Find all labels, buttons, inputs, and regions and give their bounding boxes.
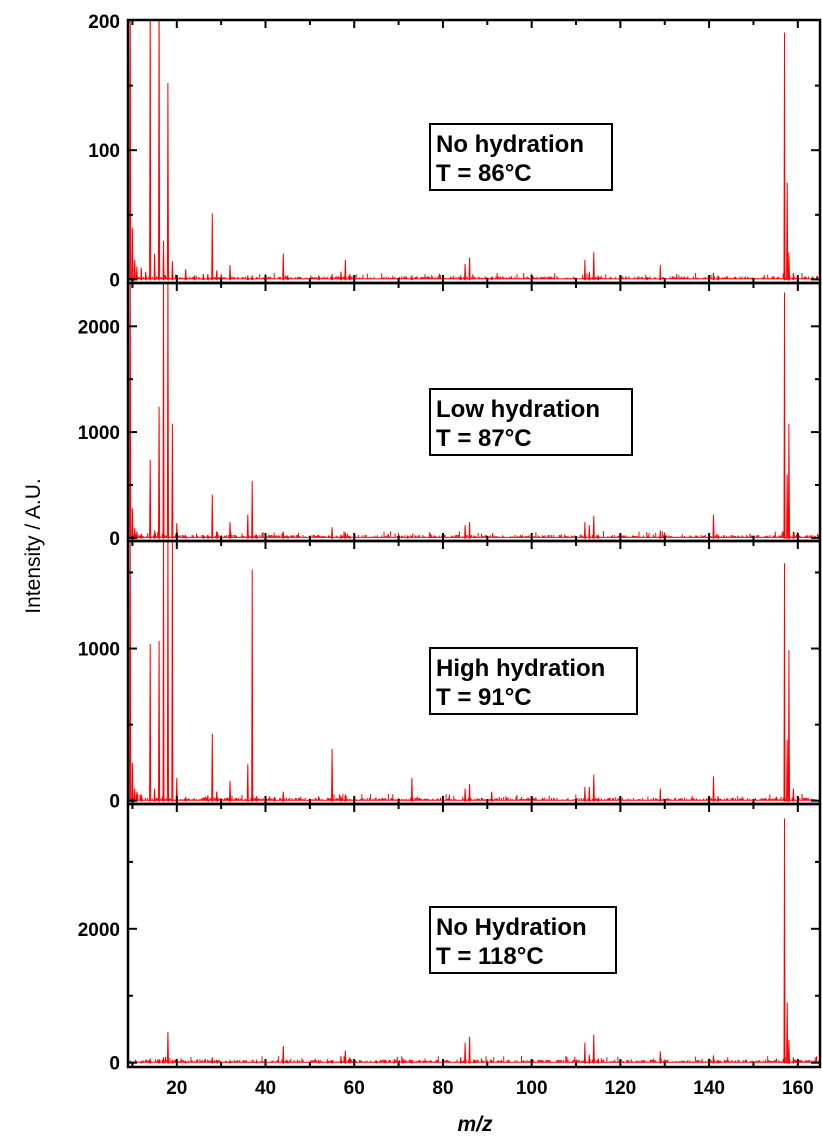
x-tick-label: 160	[782, 1078, 814, 1099]
y-tick-label: 2000	[78, 317, 120, 338]
annotation-box	[429, 388, 633, 456]
y-tick-label: 1000	[78, 423, 120, 444]
annotation-text: No Hydration	[436, 914, 587, 941]
y-tick-label: 0	[109, 529, 120, 550]
spectrum-trace	[128, 541, 820, 803]
y-tick-label: 2000	[78, 920, 120, 941]
y-tick-label: 0	[109, 792, 120, 813]
panel-frame	[126, 802, 822, 1069]
x-tick-label: 140	[693, 1078, 725, 1099]
annotation-box	[429, 123, 613, 191]
spectrum-trace	[128, 283, 820, 540]
x-tick-label: 120	[605, 1078, 637, 1099]
y-tick-label: 0	[109, 1054, 120, 1075]
y-axis-title: Intensity / A.U.	[22, 478, 45, 613]
panel-frames	[126, 18, 822, 1069]
annotation-box	[429, 647, 638, 715]
annotation-text: Low hydration	[436, 396, 600, 423]
annotation-text: T = 86°C	[436, 160, 532, 187]
x-tick-label: 40	[255, 1078, 276, 1099]
y-tick-label: 200	[88, 12, 120, 33]
y-tick-label: 100	[88, 141, 120, 162]
annotation-text: T = 91°C	[436, 684, 532, 711]
spectra-traces	[128, 20, 820, 1065]
x-tick-label: 80	[432, 1078, 453, 1099]
y-tick-label: 1000	[78, 640, 120, 661]
annotation-text: No hydration	[436, 131, 584, 158]
annotation-box	[429, 906, 617, 974]
x-tick-label: 100	[516, 1078, 548, 1099]
y-tick-label: 0	[109, 270, 120, 291]
x-tick-label: 60	[344, 1078, 365, 1099]
annotation-text: High hydration	[436, 655, 605, 682]
spectrum-trace	[128, 818, 820, 1065]
ticks	[128, 20, 820, 1067]
x-axis-title: m/z	[457, 1113, 493, 1136]
annotation-text: T = 87°C	[436, 425, 532, 452]
x-tick-label: 20	[166, 1078, 187, 1099]
spectrum-trace	[128, 20, 820, 282]
annotation-text: T = 118°C	[436, 943, 544, 970]
